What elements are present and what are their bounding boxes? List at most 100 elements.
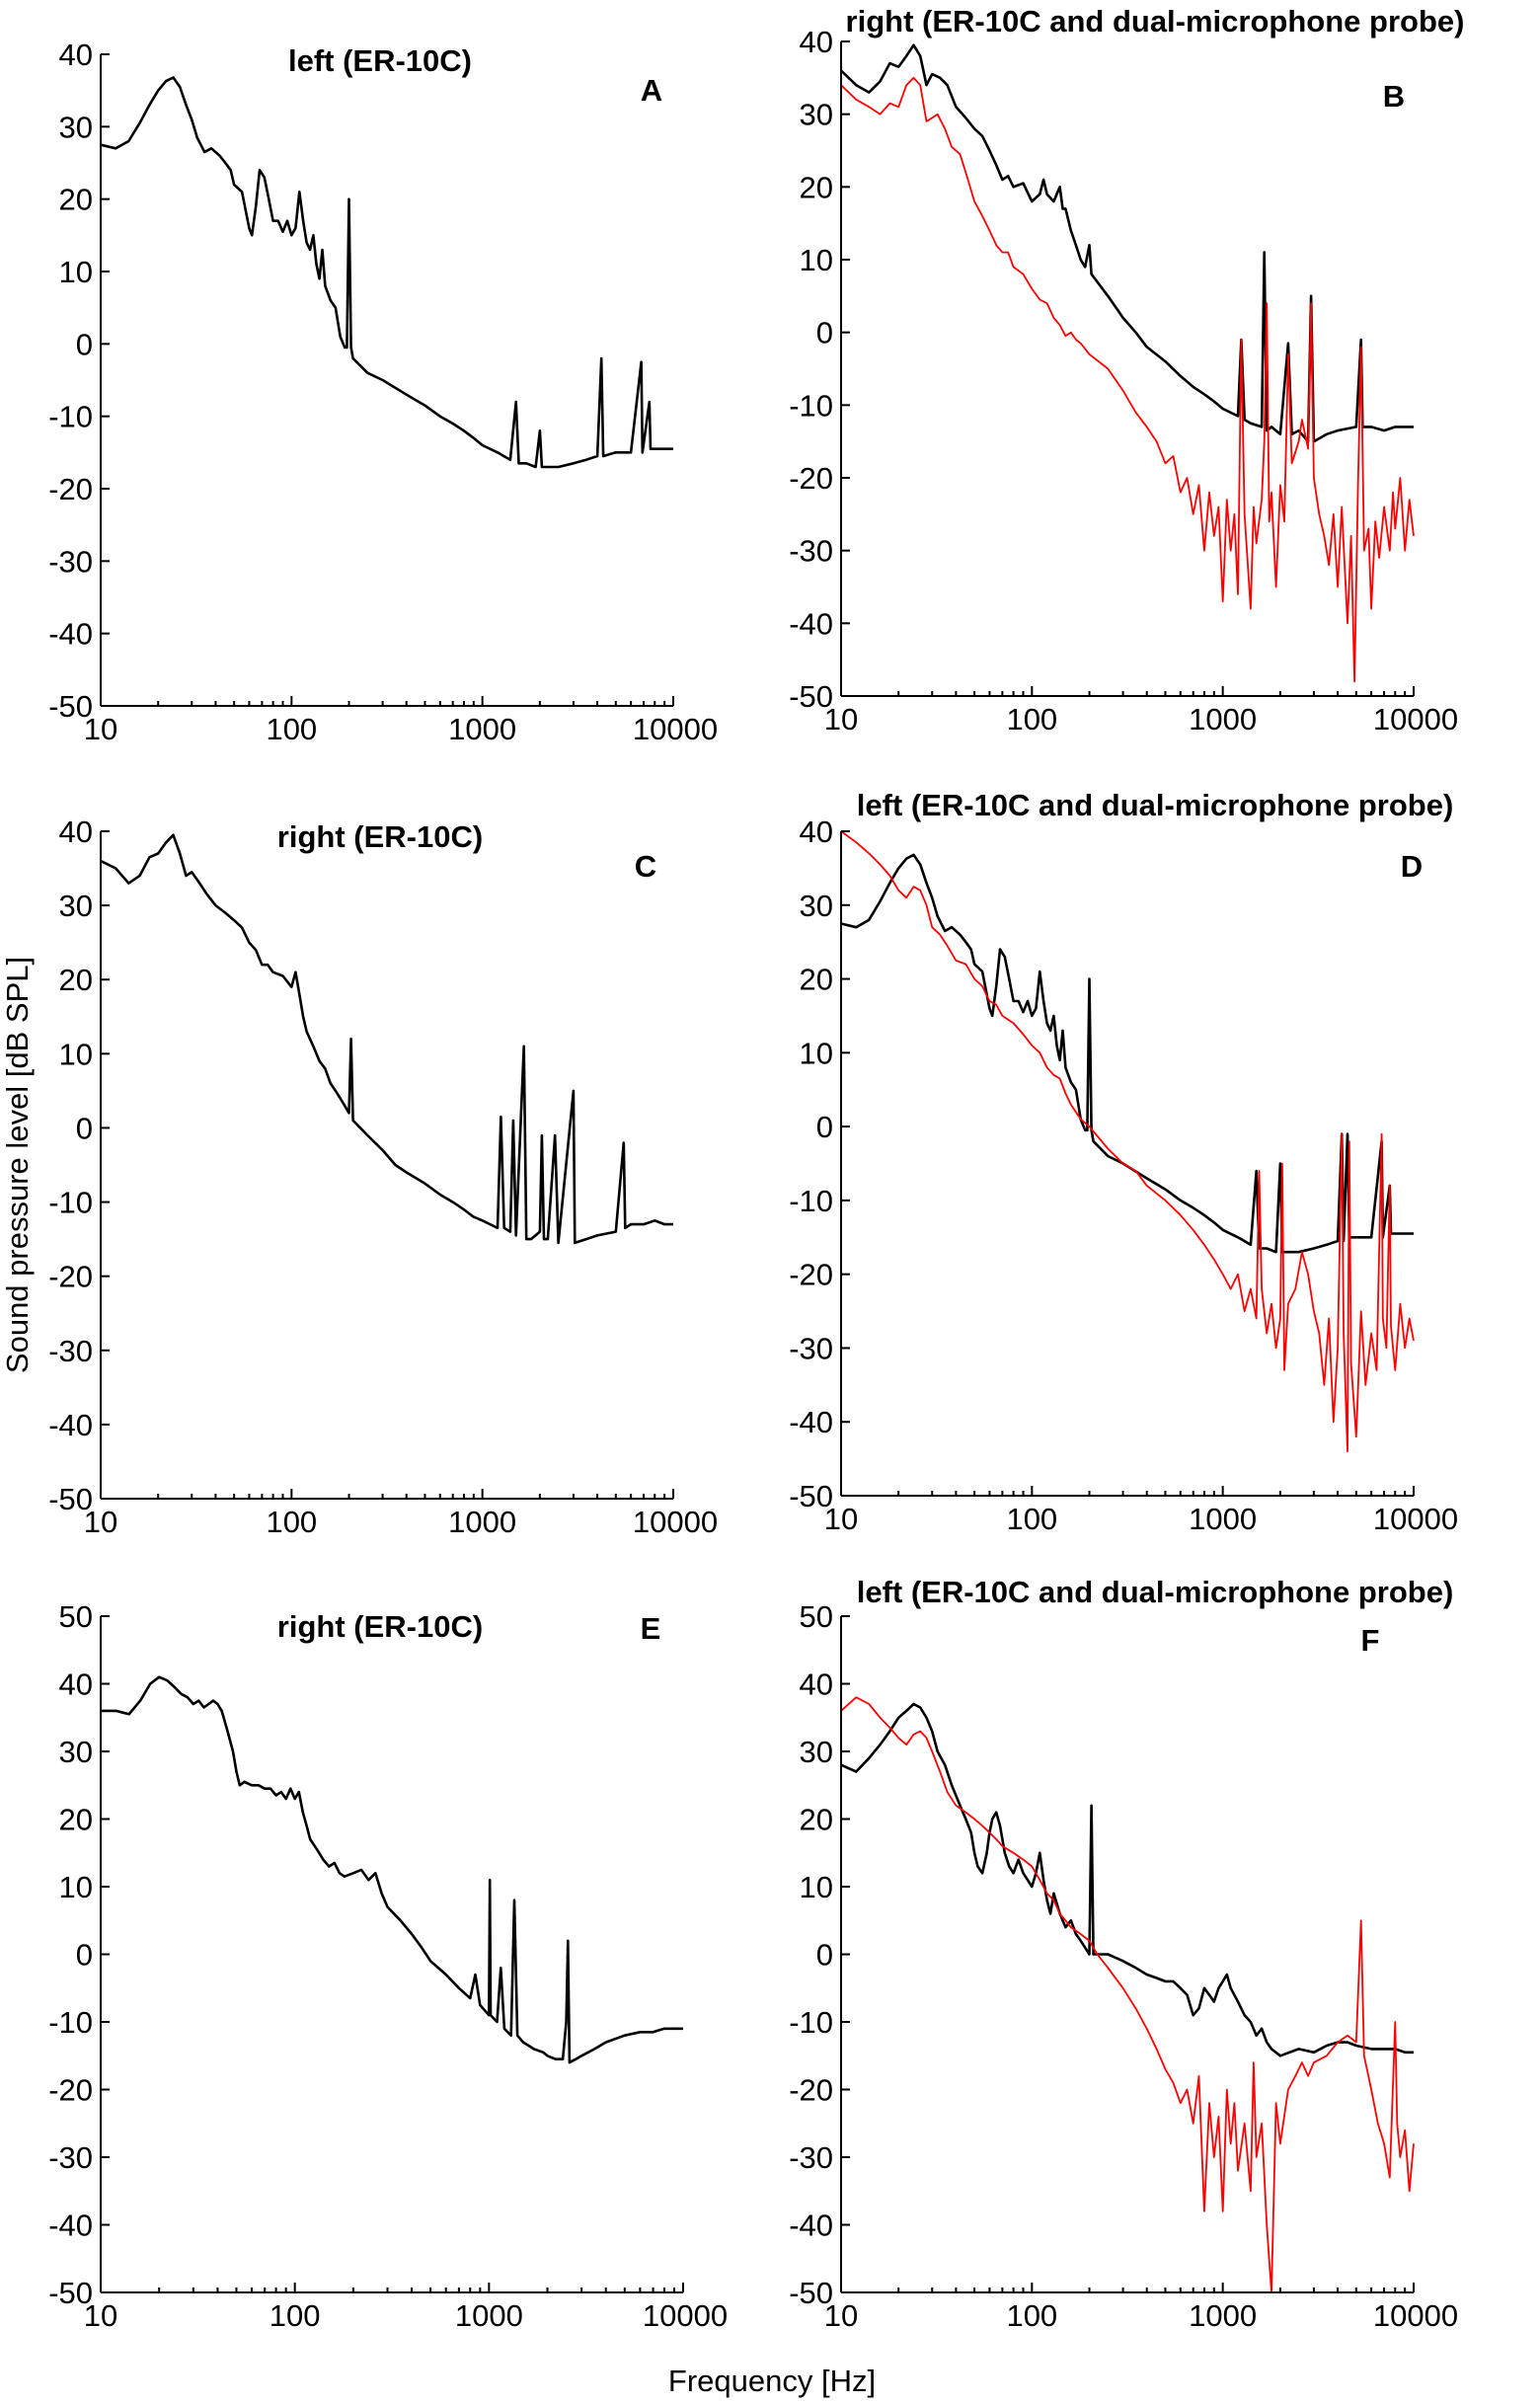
x-tick-label: 1000 [1189,2298,1257,2333]
x-tick-label: 1000 [448,1505,516,1539]
y-tick-label: 0 [76,1111,93,1145]
panel-f: -50 -40 -30 -20 -10 0 10 20 30 40 50 10 100 1000 10000… [789,1575,1458,2333]
x-axis-title: Frequency [Hz] [668,2364,876,2398]
y-tick-label: 20 [59,183,93,217]
y-tick-label: -30 [789,1331,833,1365]
x-tick-label: 100 [270,2298,321,2333]
panel-c: -50 -40 -30 -20 -10 0 10 20 30 40 10 100 1000 10000 ri… [48,814,718,1539]
x-tick-label: 100 [266,712,317,746]
y-tick-label: -20 [48,2073,93,2108]
x-tick-label: 10000 [1373,1502,1458,1536]
series-line-f-black [840,1702,1414,2057]
y-tick-label: -10 [48,1186,93,1220]
panel-e: -50 -40 -30 -20 -10 0 10 20 30 40 50 10 100 1000 10000… [48,1599,728,2333]
y-tick-label: -40 [789,1405,833,1439]
y-tick-label: 50 [800,1599,833,1634]
series-line-b-red [840,76,1415,683]
series-line-b-black [840,43,1414,443]
panel-title: right (ER-10C) [277,1609,483,1644]
x-tick-label: 100 [1006,1502,1057,1536]
panel-title: left (ER-10C and dual-microphone probe) [857,788,1454,822]
x-tick-label: 100 [266,1505,317,1539]
y-tick-label: -40 [48,2209,93,2243]
x-tick-label: 10000 [633,1505,718,1539]
x-tick-label: 1000 [455,2298,523,2333]
x-tick-label: 10000 [643,2298,728,2333]
y-tick-label: -20 [789,461,833,496]
y-tick-label: 30 [800,889,833,923]
y-tick-label: 0 [816,1938,833,1973]
panel-title: right (ER-10C) [277,819,483,854]
panel-d: -50 -40 -30 -20 -10 0 10 20 30 40 10 100 1000 10000 le… [789,788,1458,1536]
x-tick-label: 10 [824,2298,858,2333]
y-tick-label: 30 [800,98,833,132]
panel-a: -50 -40 -30 -20 -10 0 10 20 30 40 10 100 1000 10000 le… [48,38,718,746]
y-tick-label: -10 [789,1184,833,1218]
y-tick-label: 20 [59,1803,93,1837]
panel-b: -50 -40 -30 -20 -10 0 10 20 30 40 10 100 1000 10000 ri… [789,4,1464,737]
series-line-e-black [101,1675,683,2064]
x-tick-label: 10000 [1373,702,1458,737]
panel-title: left (ER-10C and dual-microphone probe) [857,1575,1454,1609]
y-tick-label: -10 [48,2005,93,2040]
x-tick-label: 10 [824,702,858,737]
panel-letter: F [1361,1623,1380,1658]
y-tick-label: 0 [816,316,833,350]
y-tick-label: -30 [48,2140,93,2175]
y-tick-label: -30 [789,534,833,569]
y-tick-label: -50 [48,1482,93,1516]
y-tick-label: -50 [789,679,833,714]
x-tick-label: 10000 [633,712,718,746]
series-line-c-black [100,833,673,1245]
panel-title: left (ER-10C) [288,43,472,78]
y-tick-label: 20 [800,170,833,204]
panel-letter: B [1383,79,1405,114]
y-tick-label: -50 [48,2276,93,2310]
x-tick-label: 10 [824,1502,858,1536]
y-tick-label: -20 [789,1258,833,1292]
y-tick-label: 40 [59,814,93,849]
y-tick-label: 10 [59,1037,93,1071]
panel-letter: E [641,1611,661,1646]
y-tick-label: 20 [800,1803,833,1837]
y-tick-label: 10 [59,1870,93,1904]
y-tick-label: 0 [76,327,93,361]
y-tick-label: 30 [800,1735,833,1769]
y-tick-label: 30 [59,110,93,144]
y-tick-label: -40 [789,2209,833,2243]
y-tick-label: 10 [800,1036,833,1070]
y-tick-label: -30 [48,544,93,579]
y-tick-label: 40 [59,38,93,72]
panel-letter: C [635,849,656,884]
y-tick-label: 30 [59,1735,93,1769]
y-tick-label: -40 [48,617,93,652]
panel-letter: D [1401,849,1423,884]
y-tick-label: -20 [789,2073,833,2108]
y-tick-label: 10 [800,1870,833,1904]
series-line-f-red [840,1696,1415,2293]
x-tick-label: 10000 [1373,2298,1458,2333]
y-tick-label: -10 [789,2005,833,2040]
y-tick-label: 20 [800,963,833,997]
x-tick-label: 1000 [1189,1502,1257,1536]
x-tick-label: 1000 [448,712,516,746]
y-tick-label: 50 [59,1599,93,1634]
y-tick-label: -20 [48,1260,93,1294]
y-tick-label: 10 [800,243,833,277]
y-tick-label: -20 [48,472,93,506]
y-tick-label: -40 [789,606,833,641]
panel-letter: A [641,73,662,108]
y-axis-title: Sound pressure level [dB SPL] [0,957,35,1373]
y-tick-label: 0 [816,1110,833,1144]
y-tick-label: 30 [59,889,93,923]
y-tick-label: -30 [48,1334,93,1368]
y-tick-label: 0 [76,1938,93,1973]
y-tick-label: 40 [800,25,833,59]
panel-title: right (ER-10C and dual-microphone probe) [846,4,1465,39]
x-tick-label: 10 [84,2298,117,2333]
y-tick-label: 10 [59,255,93,289]
series-line-d-red [840,830,1415,1452]
y-tick-label: -50 [789,2276,833,2310]
